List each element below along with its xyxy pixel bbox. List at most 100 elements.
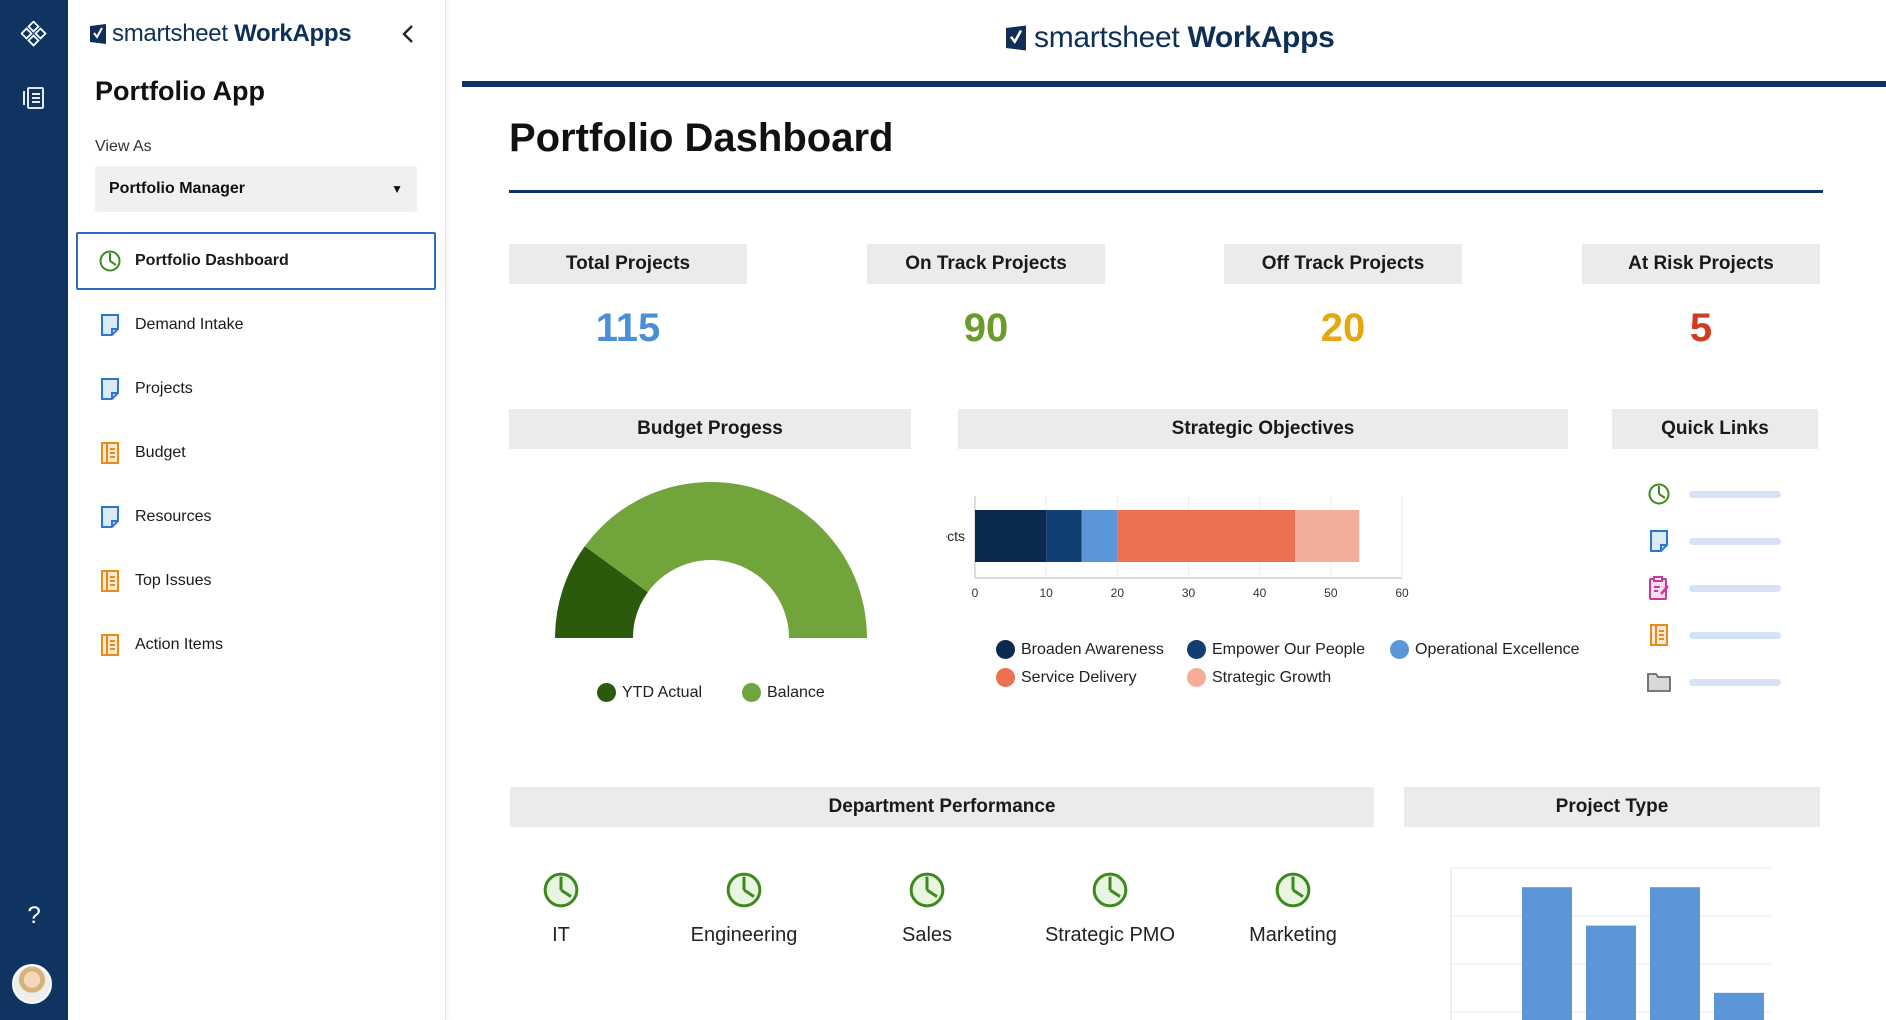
collapse-sidebar-button[interactable] xyxy=(394,20,422,48)
department-header: Department Performance xyxy=(510,787,1374,827)
sidebar-item-label: Demand Intake xyxy=(135,316,244,333)
quick-link-placeholder xyxy=(1689,537,1781,545)
logo-text-light: smartsheet xyxy=(112,20,228,47)
legend-dot xyxy=(996,640,1015,659)
department-strategic-pmo[interactable]: Strategic PMO xyxy=(1040,868,1180,947)
header-divider xyxy=(462,81,1886,87)
quick-links-header: Quick Links xyxy=(1612,409,1818,449)
x-tick-label: 50 xyxy=(1324,586,1338,600)
quick-link[interactable] xyxy=(1645,621,1781,649)
form-icon xyxy=(97,376,123,402)
project-type-chart xyxy=(1450,867,1771,1020)
sidebar-item-label: Budget xyxy=(135,444,186,461)
legend-dot xyxy=(1187,640,1206,659)
sheet-icon xyxy=(1645,621,1673,649)
report-icon xyxy=(1645,574,1673,602)
sidebar-item-resources[interactable]: Resources xyxy=(76,488,436,546)
header-logo: smartsheet WorkApps xyxy=(1006,18,1335,58)
dashboard-icon xyxy=(674,868,814,912)
department-it[interactable]: IT xyxy=(491,868,631,947)
sheet-icon xyxy=(97,632,123,658)
department-marketing[interactable]: Marketing xyxy=(1223,868,1363,947)
department-label: Sales xyxy=(901,924,953,946)
sidebar-item-label: Projects xyxy=(135,380,193,397)
strategic-legend-item: Broaden Awareness xyxy=(996,640,1164,659)
kpi-off-track-header: Off Track Projects xyxy=(1224,244,1462,284)
apps-list-icon[interactable] xyxy=(16,80,52,116)
sidebar-item-label: Action Items xyxy=(135,636,224,653)
kpi-total-header: Total Projects xyxy=(509,244,747,284)
smartsheet-logo-icon xyxy=(90,24,106,44)
legend-dot xyxy=(1390,640,1409,659)
x-tick-label: 40 xyxy=(1253,586,1267,600)
bar-segment-strategic-growth xyxy=(1295,510,1360,562)
dashboard-icon xyxy=(857,868,997,912)
bar-segment-service-delivery xyxy=(1117,510,1296,562)
quick-link[interactable] xyxy=(1645,527,1781,555)
folder-icon xyxy=(1645,668,1673,696)
sidebar-item-budget[interactable]: Budget xyxy=(76,424,436,482)
sidebar-logo: smartsheet WorkApps xyxy=(90,18,352,50)
x-tick-label: 0 xyxy=(972,586,979,600)
kpi-at-risk-header: At Risk Projects xyxy=(1582,244,1820,284)
sidebar-item-projects[interactable]: Projects xyxy=(76,360,436,418)
view-as-dropdown[interactable]: Portfolio Manager ▼ xyxy=(95,166,417,212)
quick-link[interactable] xyxy=(1645,668,1781,696)
sheet-icon xyxy=(97,568,123,594)
department-label: Strategic PMO xyxy=(1044,924,1176,946)
project-type-bar xyxy=(1650,887,1700,1020)
kpi-on-track-header: On Track Projects xyxy=(867,244,1105,284)
dashboard-icon xyxy=(97,248,123,274)
legend-dot xyxy=(1187,668,1206,687)
workapps-switcher-icon[interactable] xyxy=(16,16,52,52)
help-icon[interactable]: ? xyxy=(27,902,41,929)
quick-link-placeholder xyxy=(1689,678,1781,686)
legend-label: Broaden Awareness xyxy=(1021,640,1164,658)
sidebar-item-action-items[interactable]: Action Items xyxy=(76,616,436,674)
header-logo-text-bold: WorkApps xyxy=(1187,21,1335,54)
kpi-on-track-value: 90 xyxy=(963,306,1009,350)
sidebar-item-top-issues[interactable]: Top Issues xyxy=(76,552,436,610)
legend-dot xyxy=(742,683,761,702)
kpi-at-risk-value: 5 xyxy=(1689,306,1713,350)
budget-legend-ytd: YTD Actual xyxy=(597,683,702,702)
quick-link[interactable] xyxy=(1645,574,1781,602)
kpi-off-track-value: 20 xyxy=(1320,306,1366,350)
quick-link[interactable] xyxy=(1645,480,1781,508)
logo-text-bold: WorkApps xyxy=(234,20,352,47)
department-engineering[interactable]: Engineering xyxy=(674,868,814,947)
user-avatar[interactable] xyxy=(12,964,52,1004)
budget-gauge-chart xyxy=(555,482,867,638)
x-tick-label: 10 xyxy=(1039,586,1053,600)
project-type-header: Project Type xyxy=(1404,787,1820,827)
view-as-label: View As xyxy=(95,138,152,155)
form-icon xyxy=(97,504,123,530)
sidebar-item-portfolio-dashboard[interactable]: Portfolio Dashboard xyxy=(76,232,436,290)
gauge-segment-balance xyxy=(584,482,867,638)
dashboard-icon xyxy=(1040,868,1180,912)
strategic-objectives-chart: 0 10 20 30 40 50 60 Projects xyxy=(946,496,1409,600)
sidebar-item-label: Resources xyxy=(135,508,212,525)
department-label: Engineering xyxy=(690,924,798,946)
page-title: Portfolio Dashboard xyxy=(509,116,894,160)
legend-dot xyxy=(996,668,1015,687)
department-sales[interactable]: Sales xyxy=(857,868,997,947)
dashboard-icon xyxy=(1645,480,1673,508)
sidebar-item-demand-intake[interactable]: Demand Intake xyxy=(76,296,436,354)
x-tick-label: 30 xyxy=(1182,586,1196,600)
project-type-bar xyxy=(1522,887,1572,1020)
legend-label: YTD Actual xyxy=(622,683,703,701)
x-tick-label: 60 xyxy=(1395,586,1409,600)
strategic-legend-item: Strategic Growth xyxy=(1187,668,1331,687)
dashboard-icon xyxy=(1223,868,1363,912)
gauge-segment-ytd-actual xyxy=(555,546,648,638)
project-type-bar xyxy=(1586,925,1636,1020)
budget-header: Budget Progess xyxy=(509,409,911,449)
form-icon xyxy=(97,312,123,338)
sheet-icon xyxy=(97,440,123,466)
department-label: IT xyxy=(552,924,570,946)
sidebar-nav: Portfolio Dashboard Demand Intake Projec… xyxy=(76,232,436,680)
app-rail: ? xyxy=(0,0,68,1020)
caret-down-icon: ▼ xyxy=(391,182,403,196)
form-icon xyxy=(1645,527,1673,555)
